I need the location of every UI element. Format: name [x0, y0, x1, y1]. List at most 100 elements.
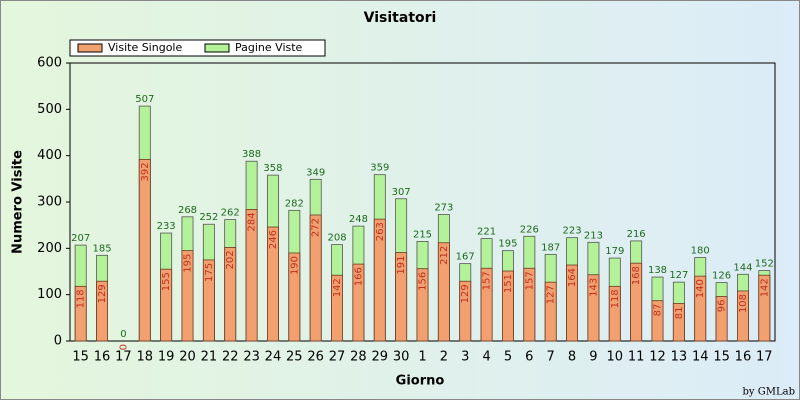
y-tick-label: 600 [37, 56, 62, 71]
value-label: 252 [199, 212, 218, 223]
value-label: 127 [669, 270, 688, 281]
x-tick-label: 18 [136, 350, 153, 365]
y-tick-label: 100 [37, 287, 62, 302]
y-tick-label: 200 [37, 241, 62, 256]
y-tick-label: 500 [37, 102, 62, 117]
value-label: 207 [71, 233, 90, 244]
bar [672, 303, 685, 342]
value-label: 118 [76, 289, 87, 308]
bar [608, 285, 621, 342]
credit: by GMLab [743, 387, 795, 398]
value-label: 157 [524, 271, 535, 290]
bar [331, 274, 343, 342]
bar [715, 296, 728, 342]
value-label: 166 [353, 267, 364, 286]
bar [544, 281, 557, 342]
value-label: 223 [562, 226, 581, 237]
value-label: 216 [627, 229, 646, 240]
value-label: 0 [118, 344, 129, 350]
value-label: 246 [268, 230, 279, 249]
value-label: 168 [631, 266, 642, 285]
x-tick-label: 16 [735, 350, 752, 365]
value-label: 127 [546, 285, 557, 304]
x-tick-label: 17 [115, 350, 132, 365]
x-tick-label: 4 [482, 350, 490, 365]
bar [224, 247, 237, 342]
bar [437, 242, 450, 342]
y-tick-label: 0 [54, 334, 62, 349]
value-label: 0 [120, 329, 126, 340]
value-label: 359 [370, 163, 389, 174]
x-tick-label: 23 [243, 350, 260, 365]
value-label: 142 [332, 278, 343, 297]
value-label: 392 [140, 162, 151, 181]
bar [160, 268, 173, 342]
x-tick-label: 5 [504, 350, 512, 365]
value-label: 129 [460, 284, 471, 303]
bar [651, 300, 664, 342]
x-tick-label: 15 [713, 350, 730, 365]
value-label: 118 [610, 289, 621, 308]
x-tick-label: 20 [179, 350, 196, 365]
x-tick-label: 19 [158, 350, 175, 365]
legend-swatch [204, 43, 230, 53]
value-label: 284 [247, 212, 258, 231]
value-label: 388 [242, 149, 261, 160]
value-label: 213 [584, 230, 603, 241]
value-label: 190 [289, 256, 300, 275]
value-label: 262 [221, 208, 240, 219]
value-label: 195 [183, 254, 194, 273]
x-tick-label: 6 [525, 350, 533, 365]
value-label: 202 [225, 250, 236, 269]
bar [501, 270, 514, 342]
value-label: 156 [418, 272, 429, 291]
value-label: 108 [738, 294, 749, 313]
value-label: 282 [285, 198, 304, 209]
y-tick-label: 300 [37, 195, 62, 210]
bar [96, 280, 108, 342]
bar [480, 267, 493, 342]
value-label: 180 [691, 246, 710, 257]
value-label: 195 [498, 239, 517, 250]
x-tick-label: 28 [350, 350, 367, 365]
bar [587, 274, 600, 342]
chart-title: Visitatori [364, 10, 437, 26]
x-tick-label: 10 [606, 350, 623, 365]
value-label: 307 [392, 187, 411, 198]
bar [266, 226, 279, 342]
value-label: 138 [648, 265, 667, 276]
value-label: 151 [503, 274, 514, 293]
x-tick-label: 26 [307, 350, 324, 365]
bar [181, 250, 194, 342]
x-tick-label: 25 [286, 350, 303, 365]
value-label: 87 [653, 304, 664, 317]
x-tick-label: 30 [393, 350, 410, 365]
x-tick-label: 17 [756, 350, 773, 365]
x-tick-label: 7 [547, 350, 555, 365]
bar [737, 290, 749, 342]
value-label: 129 [97, 284, 108, 303]
value-label: 272 [311, 218, 322, 237]
value-label: 273 [434, 203, 453, 214]
value-label: 126 [712, 271, 731, 282]
x-tick-label: 1 [418, 350, 426, 365]
value-label: 155 [161, 272, 172, 291]
bar [523, 267, 536, 342]
y-tick-label: 400 [37, 148, 62, 163]
bar [74, 285, 87, 342]
value-label: 96 [717, 300, 728, 313]
value-label: 81 [674, 306, 685, 319]
value-label: 140 [695, 279, 706, 298]
value-label: 233 [157, 221, 176, 232]
x-tick-label: 21 [201, 350, 218, 365]
bar [245, 209, 258, 342]
value-label: 226 [520, 224, 539, 235]
x-tick-label: 11 [628, 350, 645, 365]
x-tick-label: 2 [440, 350, 448, 365]
value-label: 187 [541, 242, 560, 253]
bar [352, 263, 365, 342]
bar [459, 280, 472, 342]
value-label: 263 [375, 222, 386, 241]
value-label: 142 [759, 278, 770, 297]
